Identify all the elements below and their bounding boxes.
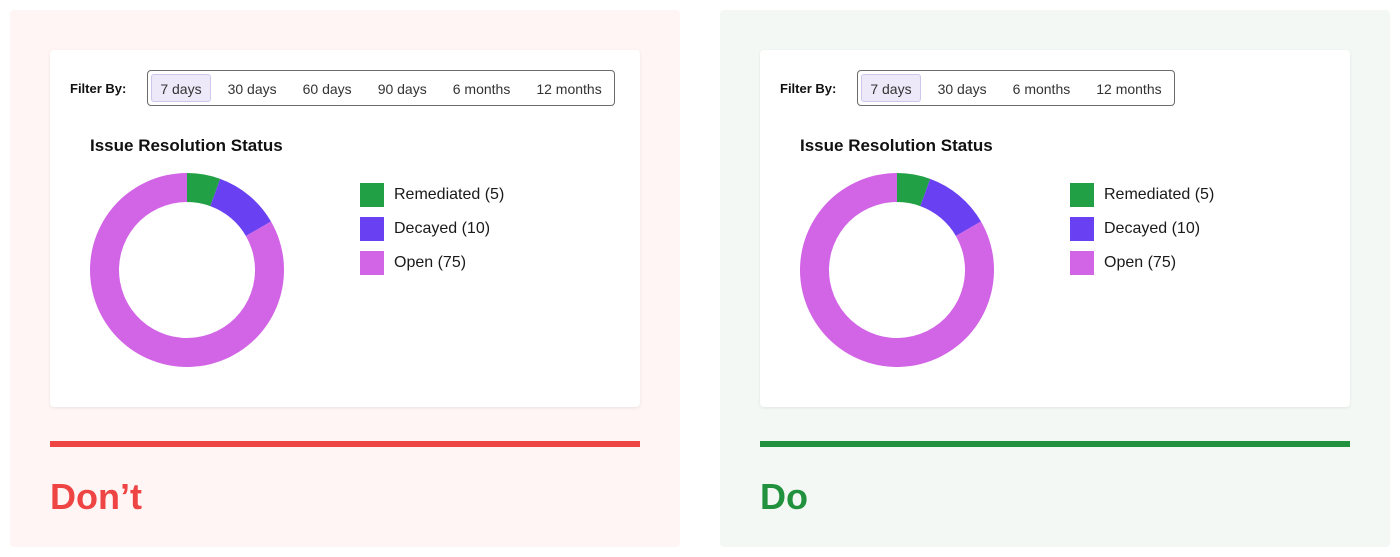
filter-label: Filter By: — [70, 80, 127, 96]
filter-option-90-days[interactable]: 90 days — [377, 81, 427, 97]
filter-option-7-days[interactable]: 7 days — [151, 74, 211, 102]
legend-item-open: Open (75) — [1070, 251, 1214, 275]
filter-bar: Filter By: 7 days 30 days 6 months 12 mo… — [780, 70, 1175, 106]
legend-swatch-decayed — [1070, 217, 1094, 241]
dashboard-card: Filter By: 7 days 30 days 6 months 12 mo… — [760, 50, 1350, 407]
donut-slice-decayed — [920, 178, 982, 236]
legend-label-remediated: Remediated (5) — [1104, 186, 1215, 203]
legend-label-decayed: Decayed (10) — [1104, 220, 1201, 237]
legend-label-decayed: Decayed (10) — [394, 220, 491, 237]
donut-slice-open — [800, 173, 994, 367]
filter-option-60-days[interactable]: 60 days — [302, 81, 352, 97]
do-indicator-bar — [760, 441, 1350, 447]
dont-example-panel: Filter By: 7 days 30 days 60 days 90 day… — [10, 10, 680, 547]
legend-label-open: Open (75) — [1104, 254, 1177, 271]
chart-legend: Remediated (5) Decayed (10) Open (75) — [360, 183, 504, 285]
filter-option-30-days[interactable]: 30 days — [937, 81, 987, 97]
legend-swatch-decayed — [360, 217, 384, 241]
donut-chart — [90, 173, 284, 367]
legend-label-remediated: Remediated (5) — [394, 186, 505, 203]
filter-option-12-months[interactable]: 12 months — [536, 81, 602, 97]
dont-heading: Don’t — [50, 476, 142, 517]
legend-swatch-open — [360, 251, 384, 275]
legend-item-remediated: Remediated (5) — [360, 183, 504, 207]
donut-slice-remediated — [187, 173, 221, 207]
dashboard-card: Filter By: 7 days 30 days 60 days 90 day… — [50, 50, 640, 407]
filter-option-30-days[interactable]: 30 days — [227, 81, 277, 97]
legend-swatch-remediated — [360, 183, 384, 207]
chart-title: Issue Resolution Status — [90, 136, 283, 155]
legend-label-open: Open (75) — [394, 254, 467, 271]
dont-indicator-bar — [50, 441, 640, 447]
chart-legend: Remediated (5) Decayed (10) Open (75) — [1070, 183, 1214, 285]
filter-option-6-months[interactable]: 6 months — [452, 81, 511, 97]
donut-slice-remediated — [897, 173, 931, 207]
filter-bar: Filter By: 7 days 30 days 60 days 90 day… — [70, 70, 615, 106]
do-example-panel: Filter By: 7 days 30 days 6 months 12 mo… — [720, 10, 1390, 547]
legend-swatch-open — [1070, 251, 1094, 275]
chart-title: Issue Resolution Status — [800, 136, 993, 155]
filter-option-7-days[interactable]: 7 days — [861, 74, 921, 102]
filter-label: Filter By: — [780, 80, 837, 96]
filter-option-12-months[interactable]: 12 months — [1096, 81, 1162, 97]
legend-swatch-remediated — [1070, 183, 1094, 207]
legend-item-decayed: Decayed (10) — [1070, 217, 1214, 241]
filter-option-6-months[interactable]: 6 months — [1012, 81, 1071, 97]
donut-slice-decayed — [210, 178, 272, 236]
legend-item-decayed: Decayed (10) — [360, 217, 504, 241]
legend-item-open: Open (75) — [360, 251, 504, 275]
legend-item-remediated: Remediated (5) — [1070, 183, 1214, 207]
time-range-segmented-control: 7 days 30 days 6 months 12 months — [857, 70, 1175, 106]
time-range-segmented-control: 7 days 30 days 60 days 90 days 6 months … — [147, 70, 615, 106]
donut-slice-open — [90, 173, 284, 367]
do-heading: Do — [760, 476, 808, 517]
donut-chart — [800, 173, 994, 367]
